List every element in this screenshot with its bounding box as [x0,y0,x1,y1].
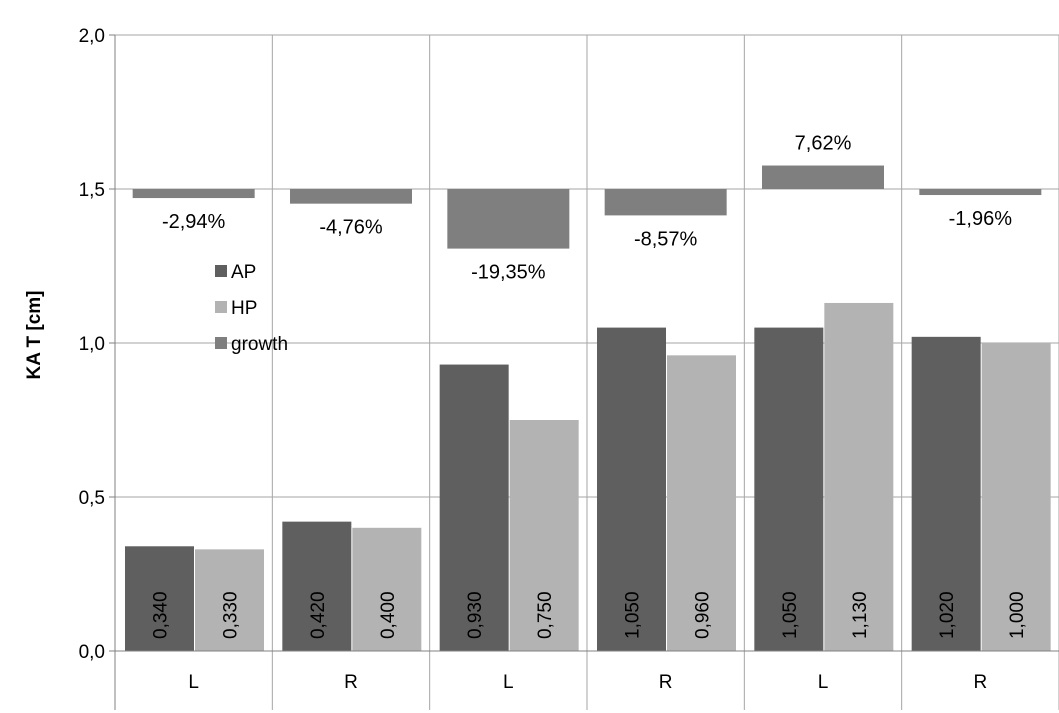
axes: 0,0 0,5 1,0 1,5 2,0 [79,26,1059,710]
bar-value-label: 1,050 [780,591,801,639]
bar-growth [762,165,884,189]
bar-ap [282,521,352,651]
bar-ap [754,327,824,651]
bar-growth [132,189,255,199]
x-category-label: L [818,672,829,693]
legend-label-growth: growth [231,334,288,355]
bar-value-label: 1,000 [1007,591,1028,639]
legend: AP HP growth [215,262,288,355]
bar-ap [439,364,509,651]
bar-ap [911,336,981,651]
legend-label-hp: HP [231,298,257,319]
bar-hp [824,302,894,651]
growth-value-label: -19,35% [471,262,546,284]
x-category-label: L [503,672,514,693]
bar-value-label: 0,400 [378,591,399,639]
legend-swatch-growth [215,337,227,349]
bar-hp [981,343,1051,651]
growth-value-label: -2,94% [162,211,226,233]
x-category-label: L [188,672,199,693]
bar-value-label: 0,750 [535,591,556,639]
x-category-label: R [973,672,987,693]
y-tick-label: 2,0 [79,26,105,47]
legend-swatch-ap [215,265,227,277]
y-axis-title: KA T [cm] [24,290,45,379]
bar-ap [125,546,194,651]
y-tick-label: 1,0 [79,334,105,355]
bar-hp [667,355,736,651]
bar-value-label: 0,340 [151,591,172,639]
bar-value-label: 1,050 [623,591,644,639]
bar-value-label: 0,330 [221,591,242,639]
bar-growth [290,189,412,204]
bars [125,165,1051,651]
bar-value-label: 0,930 [465,591,486,639]
legend-swatch-hp [215,301,227,313]
bar-growth [447,189,570,249]
y-tick-label: 1,5 [79,180,105,201]
labels: L R L R L R 0,340 0,330 0,420 0,400 0,930 0,750 1,05… [151,133,1029,693]
bar-ap [597,327,666,651]
growth-value-label: -1,96% [949,208,1013,230]
y-tick-label: 0,0 [79,642,105,663]
x-category-label: R [659,672,673,693]
grid [114,34,1059,710]
growth-value-label: 7,62% [795,133,852,155]
bar-value-label: 0,420 [308,591,329,639]
growth-value-label: -8,57% [634,228,698,250]
bar-hp [352,527,422,651]
legend-label-ap: AP [231,262,256,283]
bar-growth [919,189,1042,196]
bar-hp [509,420,579,651]
bar-value-label: 1,020 [937,591,958,639]
y-tick-label: 0,5 [79,488,105,509]
bar-value-label: 0,960 [693,591,714,639]
bar-value-label: 1,130 [850,591,871,639]
bar-growth [604,189,727,216]
growth-value-label: -4,76% [319,217,383,239]
x-category-label: R [344,672,358,693]
bar-hp [195,549,264,651]
